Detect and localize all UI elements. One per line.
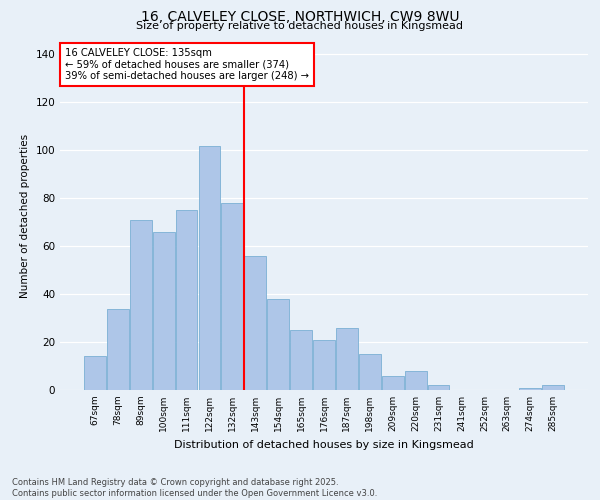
Text: 16 CALVELEY CLOSE: 135sqm
← 59% of detached houses are smaller (374)
39% of semi: 16 CALVELEY CLOSE: 135sqm ← 59% of detac… (65, 48, 309, 81)
Bar (382, 376, 404, 390)
Bar (244, 256, 266, 390)
Bar (176, 210, 197, 390)
Bar (267, 299, 289, 390)
Bar (107, 308, 128, 390)
Bar (130, 220, 152, 390)
Text: Size of property relative to detached houses in Kingsmead: Size of property relative to detached ho… (137, 21, 464, 31)
Bar (405, 371, 427, 390)
Bar (199, 146, 220, 390)
Y-axis label: Number of detached properties: Number of detached properties (20, 134, 30, 298)
Text: Contains HM Land Registry data © Crown copyright and database right 2025.
Contai: Contains HM Land Registry data © Crown c… (12, 478, 377, 498)
Bar (359, 354, 381, 390)
X-axis label: Distribution of detached houses by size in Kingsmead: Distribution of detached houses by size … (174, 440, 474, 450)
Bar (153, 232, 175, 390)
Bar (428, 385, 449, 390)
Bar (520, 388, 541, 390)
Bar (84, 356, 106, 390)
Text: 16, CALVELEY CLOSE, NORTHWICH, CW9 8WU: 16, CALVELEY CLOSE, NORTHWICH, CW9 8WU (141, 10, 459, 24)
Bar (313, 340, 335, 390)
Bar (336, 328, 358, 390)
Bar (542, 385, 564, 390)
Bar (221, 203, 243, 390)
Bar (290, 330, 312, 390)
